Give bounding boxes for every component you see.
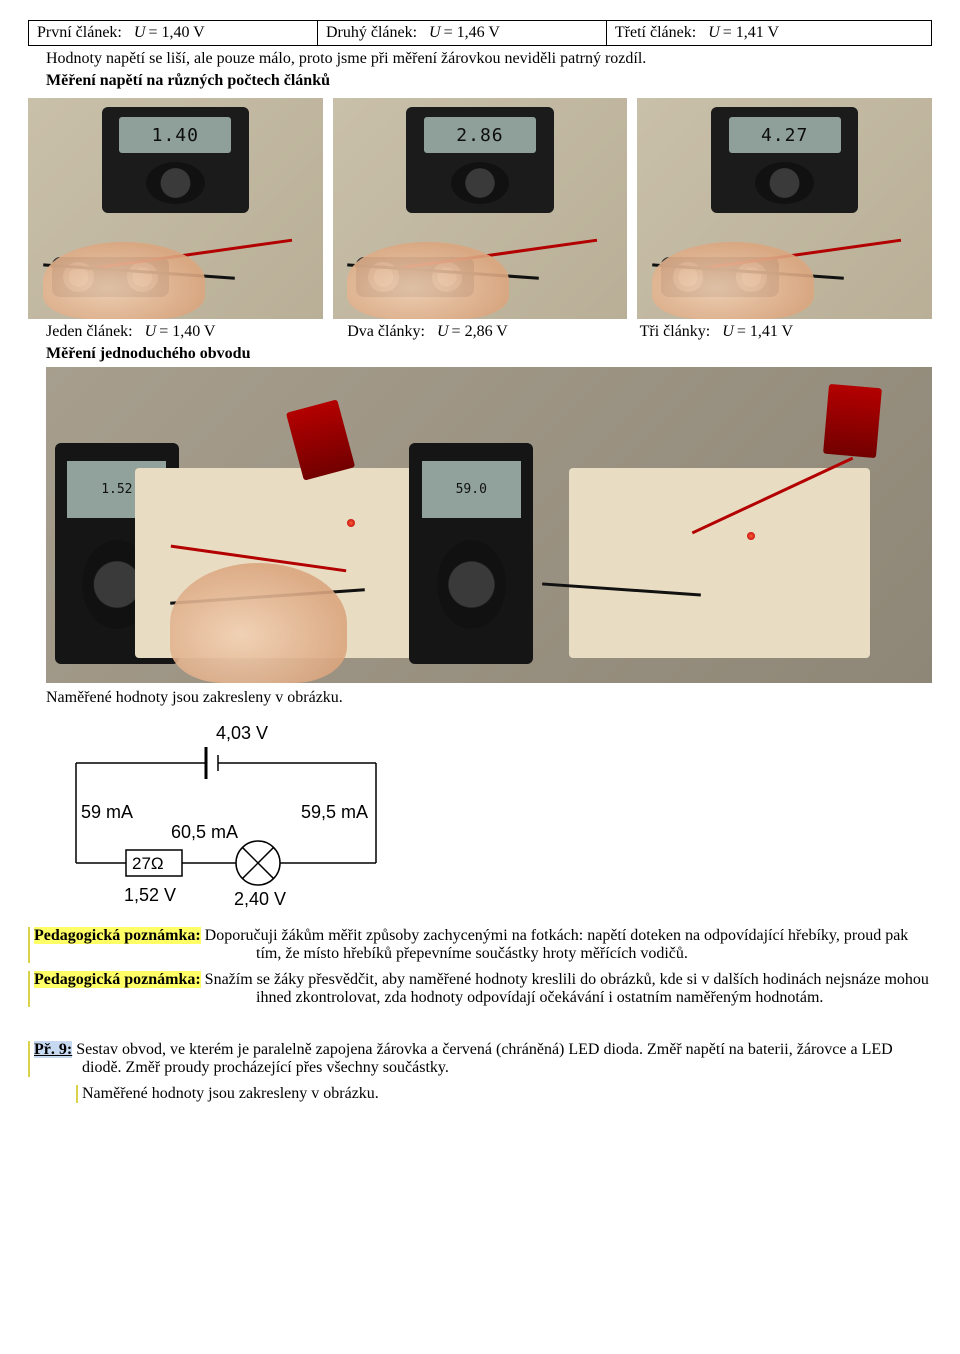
measured-caption: Naměřené hodnoty jsou zakresleny v obráz… <box>46 689 932 707</box>
circuit-svg: 4,03 V 59 mA 60,5 mA 59,5 mA 27Ω 1,52 V 2,40 V <box>46 713 426 913</box>
cell2-formula: U = 1,46 V <box>429 24 500 42</box>
exercise-9: Př. 9: Sestav obvod, ve kterém je parale… <box>28 1041 932 1077</box>
wide-lcd-2: 59.0 <box>422 461 521 519</box>
below-photos-values: Jeden článek: U = 1,40 V Dva články: U =… <box>46 321 932 343</box>
svg-text:4,03 V: 4,03 V <box>216 723 268 743</box>
svg-text:1,52 V: 1,52 V <box>124 885 176 905</box>
section2-title: Měření jednoduchého obvodu <box>46 345 932 363</box>
cell3-label: Třetí článek: <box>615 24 696 41</box>
svg-text:59 mA: 59 mA <box>81 802 133 822</box>
svg-text:2,40 V: 2,40 V <box>234 889 286 909</box>
circuit-diagram: 4,03 V 59 mA 60,5 mA 59,5 mA 27Ω 1,52 V 2,40 V <box>46 713 932 913</box>
photo-simple-circuit: 1.52 59.0 <box>46 367 932 683</box>
section1-title: Měření napětí na různých počtech článků <box>46 72 932 90</box>
note2-text: Snažím se žáky přesvědčit, aby naměřené … <box>201 971 929 1006</box>
svg-text:60,5 mA: 60,5 mA <box>171 822 238 842</box>
page-root: První článek: U = 1,40 V Druhý článek: U… <box>0 0 960 1131</box>
svg-text:27Ω: 27Ω <box>132 854 164 873</box>
intro-paragraph: Hodnoty napětí se liší, ale pouze málo, … <box>46 50 932 68</box>
note1-text: Doporučuji žákům měřit způsoby zachycený… <box>201 927 909 962</box>
header-values-table: První článek: U = 1,40 V Druhý článek: U… <box>28 20 932 46</box>
photo-three-cells: 4.27 <box>637 98 932 319</box>
cell3-formula: U = 1,41 V <box>708 24 779 42</box>
cell5-label: Dva články: <box>347 323 425 340</box>
measured-caption-2-wrap: Naměřené hodnoty jsou zakresleny v obráz… <box>76 1085 932 1103</box>
measured-caption-2: Naměřené hodnoty jsou zakresleny v obráz… <box>82 1085 379 1102</box>
photo-row-meters: 1.40 2.86 4.27 <box>28 98 932 319</box>
photo-two-cells: 2.86 <box>333 98 628 319</box>
cell6-label: Tři články: <box>640 323 711 340</box>
photo-one-cell: 1.40 <box>28 98 323 319</box>
cell1-label: První článek: <box>37 24 122 41</box>
cell2-label: Druhý článek: <box>326 24 417 41</box>
lcd-1: 1.40 <box>119 117 231 153</box>
lcd-2: 2.86 <box>424 117 536 153</box>
note-1: Pedagogická poznámka: Doporučuji žákům m… <box>28 927 932 963</box>
svg-text:59,5 mA: 59,5 mA <box>301 802 368 822</box>
cell1-formula: U = 1,40 V <box>134 24 205 42</box>
note1-label: Pedagogická poznámka: <box>34 927 201 944</box>
cell4-label: Jeden článek: <box>46 323 133 340</box>
note-2: Pedagogická poznámka: Snažím se žáky pře… <box>28 971 932 1007</box>
lcd-3: 4.27 <box>729 117 841 153</box>
ex9-text: Sestav obvod, ve kterém je paralelně zap… <box>72 1041 892 1076</box>
note2-label: Pedagogická poznámka: <box>34 971 201 988</box>
ex9-label: Př. 9: <box>34 1041 72 1058</box>
